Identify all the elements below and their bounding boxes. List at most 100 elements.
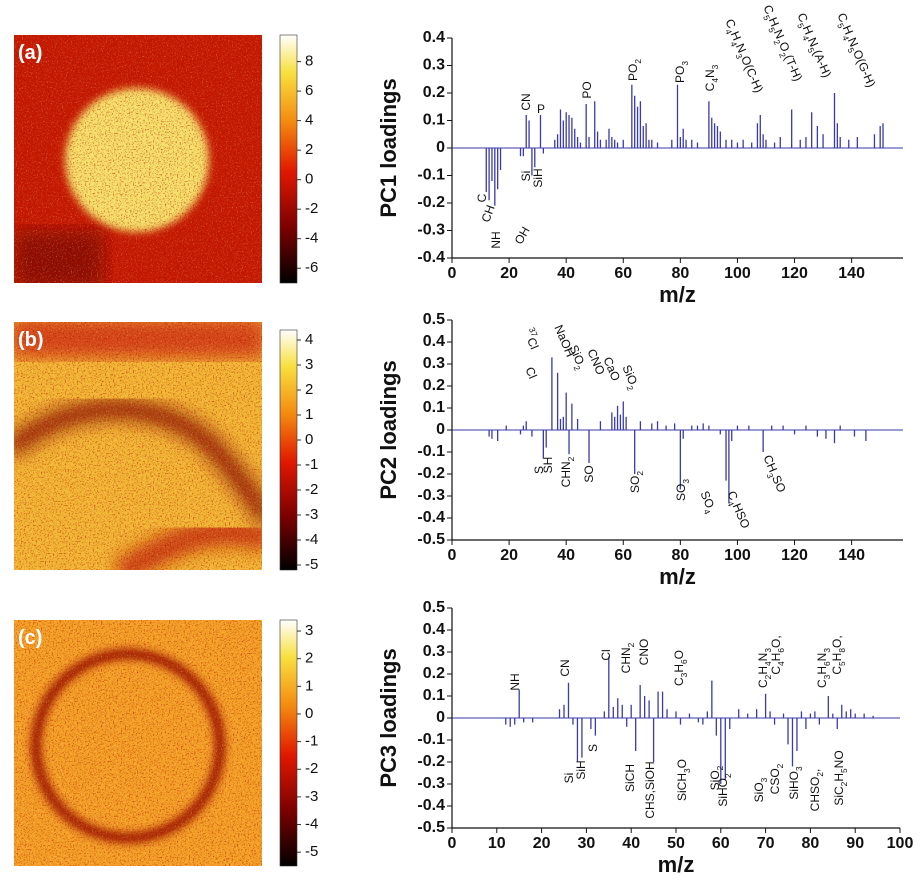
colorbar-tick-label: 0 xyxy=(305,171,313,188)
colorbar xyxy=(279,34,298,284)
colorbar-tick-label: -6 xyxy=(305,259,318,276)
y-tick-label: -0.3 xyxy=(417,487,445,504)
annotation: C2H4N3 xyxy=(756,648,773,688)
annotation: SiH xyxy=(574,760,588,779)
annotation: CH xyxy=(479,203,498,224)
annotation: C4HSO xyxy=(722,489,753,532)
x-tick-label: 60 xyxy=(712,835,730,852)
y-axis-label: PC2 loadings xyxy=(376,360,401,499)
annotation: CHSO2, xyxy=(808,769,825,812)
colorbar-tick-label: 1 xyxy=(305,677,313,694)
annotation: Cl xyxy=(599,649,613,660)
x-tick-label: 80 xyxy=(671,265,689,282)
y-tick-label: -0.4 xyxy=(417,249,445,266)
colorbar xyxy=(279,619,298,867)
annotation: C4H4N3O(C-H) xyxy=(720,17,766,96)
x-tick-label: 100 xyxy=(724,547,751,564)
y-tick-label: -0.4 xyxy=(417,797,445,814)
x-tick-label: 60 xyxy=(614,265,632,282)
x-axis-label: m/z xyxy=(659,564,696,589)
annotation: SiO3 xyxy=(752,777,769,802)
annotation: C3H6O xyxy=(672,650,689,686)
x-tick-label: 120 xyxy=(781,265,808,282)
y-tick-label: 0.4 xyxy=(423,333,445,350)
annotation: SiO2 xyxy=(708,765,725,790)
annotation: SiC2H5NO xyxy=(832,750,849,805)
annotation: NH xyxy=(508,673,522,690)
y-tick-label: -0.5 xyxy=(417,531,445,548)
panel-label: (a) xyxy=(18,42,42,64)
colorbar-tick-label: 1 xyxy=(305,406,313,423)
x-tick-label: 140 xyxy=(838,547,865,564)
x-tick-label: 80 xyxy=(802,835,820,852)
y-tick-label: -0.3 xyxy=(417,222,445,239)
y-tick-label: 0.1 xyxy=(423,399,445,416)
y-tick-label: -0.1 xyxy=(417,443,445,460)
annotation: CHN2 xyxy=(619,642,636,673)
annotation: CH3SO xyxy=(758,453,789,496)
colorbar-tick-label: 2 xyxy=(305,381,313,398)
x-axis-label: m/z xyxy=(659,282,696,307)
annotation: CHS,SiOH xyxy=(643,761,657,818)
colorbar-tick-label: -3 xyxy=(305,788,318,805)
y-tick-label: 0.5 xyxy=(423,599,445,616)
x-tick-label: 40 xyxy=(622,835,640,852)
x-tick-label: 70 xyxy=(757,835,775,852)
annotation: PO2 xyxy=(626,59,643,81)
panel-label: (b) xyxy=(18,329,44,351)
x-tick-label: 100 xyxy=(887,835,914,852)
y-tick-label: 0.2 xyxy=(423,377,445,394)
y-tick-label: -0.3 xyxy=(417,775,445,792)
colorbar-tick-label: -4 xyxy=(305,531,318,548)
colorbar-tick-label: 2 xyxy=(305,141,313,158)
annotation: Si xyxy=(562,773,576,784)
y-tick-label: 0.2 xyxy=(423,665,445,682)
y-tick-label: 0 xyxy=(436,709,445,726)
annotation: SO3 xyxy=(674,479,691,501)
x-tick-label: 80 xyxy=(671,547,689,564)
y-tick-label: 0.4 xyxy=(423,621,445,638)
y-axis-label: PC3 loadings xyxy=(376,648,401,787)
x-tick-label: 50 xyxy=(667,835,685,852)
y-tick-label: 0.1 xyxy=(423,112,445,129)
annotation: OH xyxy=(512,224,533,247)
annotation: CNO xyxy=(637,639,651,666)
annotation: C5H4N5O(G-H) xyxy=(832,11,879,91)
y-tick-label: 0.2 xyxy=(423,84,445,101)
colorbar-tick-label: -1 xyxy=(305,456,318,473)
annotation: 37Cl xyxy=(520,326,544,352)
x-tick-label: 40 xyxy=(557,547,575,564)
annotation: SO2 xyxy=(628,471,645,493)
y-tick-label: -0.4 xyxy=(417,509,445,526)
annotation: CHN2 xyxy=(559,456,576,487)
x-tick-label: 60 xyxy=(614,547,632,564)
x-tick-label: 0 xyxy=(448,547,457,564)
x-tick-label: 10 xyxy=(488,835,506,852)
annotation: PO3 xyxy=(673,61,690,83)
annotation: S xyxy=(586,744,600,752)
colorbar-tick-label: 0 xyxy=(305,431,313,448)
image-a xyxy=(14,35,262,283)
annotation: SiHO2 xyxy=(716,773,733,807)
x-tick-label: 0 xyxy=(448,265,457,282)
x-tick-label: 40 xyxy=(557,265,575,282)
annotation: CN xyxy=(558,659,572,676)
colorbar-tick-label: 6 xyxy=(305,82,313,99)
y-tick-label: 0.3 xyxy=(423,355,445,372)
image-b xyxy=(14,322,262,570)
colorbar-tick-label: -3 xyxy=(305,506,318,523)
annotation: Cl xyxy=(522,365,539,381)
annotation: PO xyxy=(580,81,594,98)
colorbar-tick-label: -2 xyxy=(305,481,318,498)
x-tick-label: 140 xyxy=(838,265,865,282)
annotation: C5H8O, xyxy=(830,635,847,674)
annotation: SO4 xyxy=(695,489,719,516)
x-tick-label: 90 xyxy=(846,835,864,852)
annotation: Si xyxy=(519,171,533,182)
x-tick-label: 20 xyxy=(500,265,518,282)
y-tick-label: -0.2 xyxy=(417,465,445,482)
x-axis-label: m/z xyxy=(658,852,695,877)
colorbar-tick-label: 0 xyxy=(305,705,313,722)
y-tick-label: -0.1 xyxy=(417,167,445,184)
